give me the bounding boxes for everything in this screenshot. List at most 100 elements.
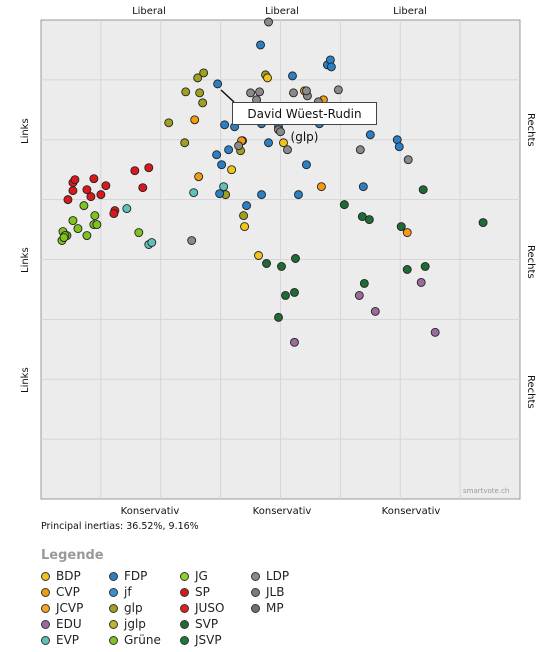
- data-point-fdp[interactable]: [224, 145, 234, 155]
- data-point-svp[interactable]: [291, 254, 300, 263]
- data-point-fdp[interactable]: [288, 71, 297, 81]
- data-point-fdp[interactable]: [394, 142, 404, 152]
- data-point-cvp[interactable]: [402, 228, 412, 238]
- data-point-fdp[interactable]: [264, 138, 273, 148]
- data-point-edu[interactable]: [370, 306, 380, 316]
- legend-item[interactable]: glp: [109, 601, 143, 615]
- legend-item[interactable]: JLB: [251, 585, 284, 599]
- legend-item[interactable]: EVP: [41, 633, 79, 647]
- legend-item[interactable]: CVP: [41, 585, 80, 599]
- data-point-sp[interactable]: [86, 192, 96, 202]
- legend-item[interactable]: LDP: [251, 569, 289, 583]
- data-point-ldp[interactable]: [333, 85, 343, 95]
- data-point-bdp[interactable]: [263, 73, 272, 83]
- data-point-sp[interactable]: [82, 185, 92, 195]
- data-point-svp[interactable]: [418, 185, 428, 195]
- data-point-sp[interactable]: [144, 163, 154, 173]
- data-point-ldp[interactable]: [301, 86, 311, 96]
- legend-item[interactable]: JSVP: [180, 633, 222, 647]
- data-point-grüne[interactable]: [82, 231, 92, 241]
- data-point-bdp[interactable]: [279, 138, 288, 148]
- data-point-sp[interactable]: [89, 174, 99, 184]
- legend-item[interactable]: BDP: [41, 569, 81, 583]
- data-point-fdp[interactable]: [215, 189, 225, 199]
- data-point-sp[interactable]: [68, 186, 78, 196]
- data-point-glp[interactable]: [193, 73, 203, 83]
- data-point-evp[interactable]: [219, 182, 229, 192]
- data-point-fdp[interactable]: [217, 160, 227, 170]
- legend-item[interactable]: jglp: [109, 617, 146, 631]
- data-point-svp[interactable]: [290, 287, 299, 297]
- data-point-fdp[interactable]: [212, 150, 222, 160]
- data-point-edu[interactable]: [354, 290, 364, 300]
- data-point-evp[interactable]: [147, 238, 157, 247]
- legend-item[interactable]: Grüne: [109, 633, 161, 647]
- data-point-ldp[interactable]: [234, 141, 244, 151]
- data-point-edu[interactable]: [416, 278, 426, 287]
- data-point-glp[interactable]: [239, 211, 249, 221]
- data-point-svp[interactable]: [277, 262, 286, 271]
- data-point-fdp[interactable]: [358, 182, 368, 192]
- data-point-ldp[interactable]: [355, 145, 365, 155]
- data-point-svp[interactable]: [364, 215, 374, 225]
- data-point-evp[interactable]: [122, 204, 132, 214]
- data-point-evp[interactable]: [189, 188, 199, 198]
- data-point-ldp[interactable]: [187, 236, 197, 245]
- data-point-svp[interactable]: [420, 262, 430, 271]
- data-point-grüne[interactable]: [134, 228, 144, 238]
- data-point-svp[interactable]: [339, 200, 349, 210]
- data-point-grüne[interactable]: [79, 201, 89, 211]
- data-point-bdp[interactable]: [254, 251, 263, 260]
- legend-item[interactable]: JCVP: [41, 601, 83, 615]
- data-point-grüne[interactable]: [59, 233, 69, 242]
- legend-item[interactable]: jf: [109, 585, 132, 599]
- data-point-fdp[interactable]: [256, 40, 265, 50]
- data-point-sp[interactable]: [130, 166, 140, 176]
- data-point-cvp[interactable]: [316, 182, 326, 192]
- data-point-fdp[interactable]: [326, 62, 336, 72]
- data-point-sp[interactable]: [138, 183, 148, 193]
- data-point-sp[interactable]: [96, 190, 106, 200]
- legend-item[interactable]: MP: [251, 601, 284, 615]
- legend-item[interactable]: FDP: [109, 569, 147, 583]
- data-point-sp[interactable]: [101, 181, 111, 191]
- data-point-glp[interactable]: [195, 88, 205, 98]
- data-point-glp[interactable]: [164, 118, 174, 128]
- legend-item[interactable]: SVP: [180, 617, 218, 631]
- data-point-svp[interactable]: [402, 265, 412, 274]
- data-point-edu[interactable]: [290, 337, 299, 347]
- data-point-fdp[interactable]: [213, 79, 223, 89]
- data-point-bdp[interactable]: [240, 222, 250, 232]
- legend-item[interactable]: JUSO: [180, 601, 224, 615]
- data-point-svp[interactable]: [478, 218, 488, 228]
- data-point-grüne[interactable]: [90, 211, 100, 221]
- data-point-glp[interactable]: [199, 68, 209, 78]
- data-point-fdp[interactable]: [242, 201, 252, 211]
- data-point-fdp[interactable]: [257, 190, 266, 200]
- data-point-ldp[interactable]: [255, 87, 264, 97]
- data-point-ldp[interactable]: [264, 17, 273, 27]
- data-point-fdp[interactable]: [301, 160, 311, 170]
- data-point-cvp[interactable]: [194, 172, 204, 182]
- data-point-glp[interactable]: [180, 138, 190, 148]
- data-point-fdp[interactable]: [294, 190, 303, 200]
- data-point-cvp[interactable]: [190, 115, 200, 125]
- data-point-ldp[interactable]: [403, 155, 413, 165]
- data-point-sp[interactable]: [109, 209, 119, 219]
- data-point-edu[interactable]: [430, 327, 440, 337]
- data-point-ldp[interactable]: [283, 145, 292, 155]
- data-point-grüne[interactable]: [92, 220, 102, 230]
- data-point-svp[interactable]: [359, 279, 369, 288]
- data-point-sp[interactable]: [63, 195, 73, 205]
- data-point-svp[interactable]: [274, 312, 283, 322]
- data-point-fdp[interactable]: [220, 120, 230, 130]
- data-point-ldp[interactable]: [289, 88, 298, 98]
- data-point-grüne[interactable]: [68, 216, 78, 226]
- legend-item[interactable]: EDU: [41, 617, 82, 631]
- data-point-glp[interactable]: [198, 98, 208, 108]
- legend-item[interactable]: SP: [180, 585, 210, 599]
- data-point-svp[interactable]: [396, 222, 406, 232]
- data-point-sp[interactable]: [70, 175, 80, 185]
- data-point-ldp[interactable]: [276, 127, 285, 137]
- data-point-fdp[interactable]: [365, 130, 375, 140]
